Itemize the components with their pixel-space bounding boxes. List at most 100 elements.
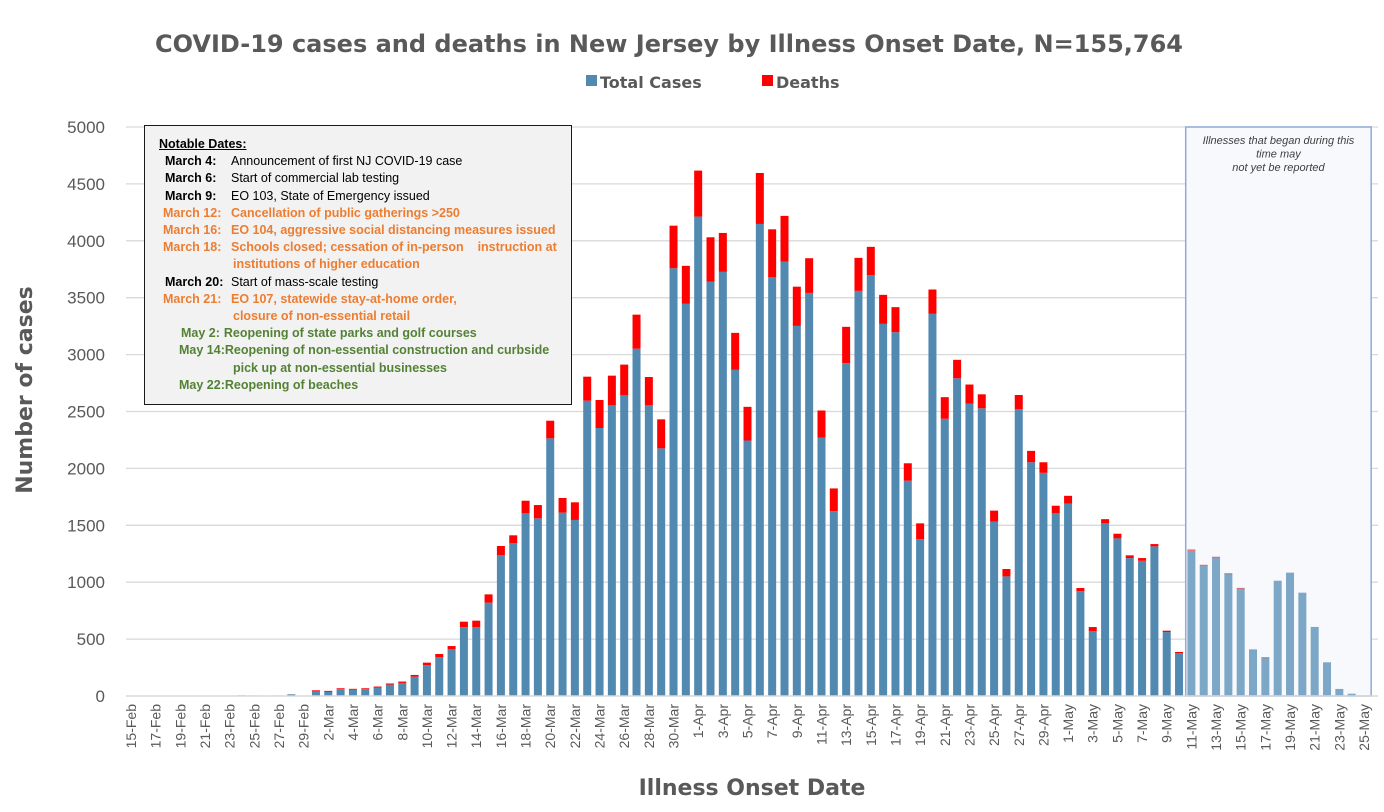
bar-total-cases — [681, 303, 690, 696]
bar-deaths — [1014, 394, 1023, 409]
bar-total-cases — [1138, 560, 1147, 696]
bar-deaths — [1101, 519, 1110, 524]
y-axis-title: Number of cases — [13, 286, 38, 494]
notable-date-item: March 16: EO 104, aggressive social dista… — [159, 222, 571, 239]
notable-date-label: March 9: — [165, 188, 217, 203]
bar-deaths — [583, 376, 592, 401]
legend-label-total-cases: Total Cases — [600, 73, 702, 92]
bar-deaths — [1199, 564, 1208, 567]
bar-total-cases — [1014, 408, 1023, 696]
bar-total-cases — [842, 363, 851, 696]
bar-deaths — [755, 172, 764, 224]
x-tick-label: 21-May — [1307, 704, 1323, 751]
y-tick-label: 5000 — [67, 118, 105, 137]
legend: Total Cases Deaths — [586, 73, 840, 92]
bar-total-cases — [1261, 657, 1270, 696]
x-tick-label: 25-Apr — [986, 704, 1002, 746]
bar-total-cases — [607, 405, 616, 696]
bar-deaths — [1064, 495, 1073, 504]
bar-deaths — [373, 686, 382, 688]
notable-date-item: March 6: Start of commercial lab testing — [159, 170, 571, 187]
x-tick-label: 2-Mar — [320, 704, 336, 741]
bar-total-cases — [521, 513, 530, 696]
bar-deaths — [348, 688, 357, 690]
bar-total-cases — [373, 687, 382, 696]
bar-deaths — [1261, 657, 1270, 659]
notable-date-item: March 9: EO 103, State of Emergency issue… — [159, 188, 571, 205]
bar-total-cases — [422, 665, 431, 696]
notable-date-item: May 22: Reopening of beaches — [159, 377, 571, 394]
bar-deaths — [1051, 505, 1060, 514]
bar-deaths — [410, 674, 419, 677]
bar-total-cases — [1199, 566, 1208, 696]
bar-deaths — [891, 307, 900, 333]
y-tick-label: 500 — [77, 630, 105, 649]
bar-deaths — [854, 257, 863, 291]
x-tick-label: 9-May — [1159, 704, 1175, 743]
x-tick-label: 21-Apr — [937, 704, 953, 746]
bar-total-cases — [669, 268, 678, 696]
bar-total-cases — [1088, 631, 1097, 696]
notable-date-description: EO 107, statewide stay-at-home order, — [231, 291, 457, 306]
bar-total-cases — [1064, 503, 1073, 696]
y-tick-label: 1000 — [67, 573, 105, 592]
x-tick-label: 12-Mar — [444, 704, 460, 749]
bar-deaths — [1162, 630, 1171, 633]
bar-total-cases — [903, 480, 912, 696]
notable-date-item: March 20: Start of mass-scale testing — [159, 274, 571, 291]
bar-deaths — [681, 265, 690, 304]
notable-date-item: May 14: Reopening of non-essential constr… — [159, 342, 571, 359]
bar-deaths — [792, 286, 801, 326]
notable-date-item: March 18: Schools closed; cessation of in… — [159, 239, 571, 256]
y-tick-label: 3500 — [67, 289, 105, 308]
x-tick-label: 17-Feb — [148, 704, 164, 749]
bar-total-cases — [385, 684, 394, 696]
notable-date-description: Schools closed; cessation of in-person i… — [231, 240, 557, 255]
bar-deaths — [669, 225, 678, 269]
bar-deaths — [977, 394, 986, 409]
chart-title: COVID-19 cases and deaths in New Jersey … — [155, 30, 1183, 58]
bar-total-cases — [1162, 632, 1171, 696]
shaded-region-note: time may — [1256, 149, 1302, 161]
bar-total-cases — [1323, 662, 1332, 696]
bar-deaths — [903, 463, 912, 481]
bar-total-cases — [891, 332, 900, 696]
bar-deaths — [706, 237, 715, 282]
bar-total-cases — [1212, 557, 1221, 696]
bar-total-cases — [916, 539, 925, 696]
bar-deaths — [361, 688, 370, 690]
x-tick-label: 7-Apr — [764, 704, 780, 739]
notable-date-description: EO 103, State of Emergency issued — [231, 188, 430, 203]
bar-deaths — [1175, 651, 1184, 654]
x-tick-label: 26-Mar — [616, 704, 632, 749]
bar-total-cases — [854, 290, 863, 696]
bars — [127, 170, 1356, 697]
notable-date-description: EO 104, aggressive social distancing mea… — [231, 223, 556, 238]
bar-total-cases — [879, 323, 888, 696]
x-tick-label: 13-May — [1208, 704, 1224, 751]
bar-total-cases — [694, 216, 703, 696]
y-tick-label: 2500 — [67, 403, 105, 422]
bar-total-cases — [509, 543, 518, 696]
bar-total-cases — [1101, 523, 1110, 696]
bar-total-cases — [1125, 558, 1134, 696]
x-tick-label: 14-Mar — [468, 704, 484, 749]
bar-deaths — [422, 662, 431, 666]
x-tick-label: 19-Feb — [172, 704, 188, 749]
notable-date-item: March 21: EO 107, statewide stay-at-home … — [159, 291, 571, 308]
bar-deaths — [842, 326, 851, 364]
x-tick-label: 7-May — [1134, 704, 1150, 743]
x-tick-label: 20-Mar — [542, 704, 558, 749]
x-axis-ticks: 15-Feb 17-Feb 19-Feb 21-Feb 23-Feb 25-Feb 27-F… — [123, 704, 1372, 751]
notable-date-description: Start of mass-scale testing — [231, 274, 379, 289]
bar-deaths — [965, 384, 974, 404]
notable-date-item: May 2: Reopening of state parks and golf … — [159, 325, 571, 342]
y-tick-label: 4500 — [67, 175, 105, 194]
x-tick-label: 1-Apr — [690, 704, 706, 739]
bar-total-cases — [1113, 538, 1122, 696]
bar-total-cases — [768, 277, 777, 696]
x-tick-label: 28-Mar — [641, 704, 657, 749]
bar-deaths — [1113, 533, 1122, 539]
bar-deaths — [829, 488, 838, 512]
x-tick-label: 15-Apr — [863, 704, 879, 746]
